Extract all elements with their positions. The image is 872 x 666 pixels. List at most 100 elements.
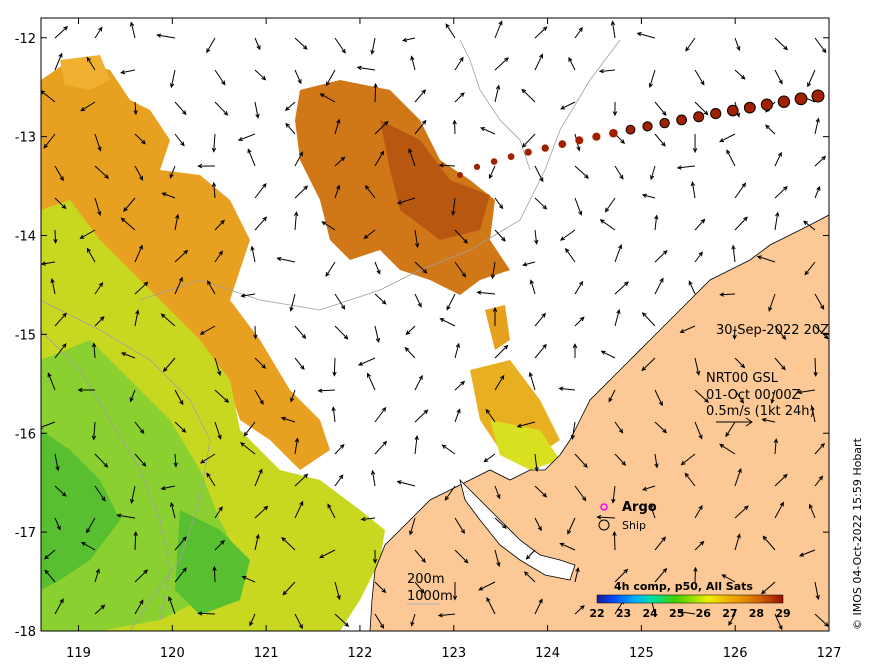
current-arrow [134,453,147,467]
current-arrow [534,517,542,532]
current-arrow [409,517,416,536]
credit-label: © IMOS 04-Oct-2022 15:59 Hobart [851,437,864,630]
colorbar-tick-label: 28 [749,607,764,620]
current-arrow [54,598,64,615]
current-arrow [494,517,507,529]
current-arrow [254,389,264,405]
current-arrow [334,581,341,601]
current-arrow [160,485,176,491]
current-arrow [692,133,698,154]
current-arrow [614,568,629,583]
current-arrow [574,280,584,295]
current-arrow [334,184,341,199]
current-arrow [760,581,776,595]
current-arrow [454,408,461,423]
current-arrow [294,69,302,85]
y-tick-label: -18 [15,625,36,640]
current-arrow [693,566,698,583]
current-arrow [654,536,666,551]
current-arrow [650,165,656,181]
y-tick-label: -16 [15,427,36,442]
current-arrow [814,325,829,340]
product-label: NRT00 GSL [706,371,779,386]
colorbar-tick-label: 27 [722,607,737,620]
current-arrow [445,23,456,39]
current-arrow [574,316,585,327]
current-arrow [91,421,97,441]
current-arrow [319,549,336,559]
current-arrow [374,613,385,629]
x-tick-label: 125 [629,646,654,661]
current-arrow [774,325,787,340]
current-arrow [451,197,456,216]
current-arrow [490,261,496,280]
current-arrow [334,156,346,167]
current-arrow [654,214,659,231]
current-arrow [534,53,543,71]
current-arrow [54,517,61,531]
current-arrow [648,69,656,89]
current-arrow [43,549,56,560]
ship-position-marker [727,104,739,117]
current-arrow [680,453,696,466]
current-arrow [408,147,416,167]
current-arrow [211,133,217,153]
current-arrow [325,261,336,278]
current-arrow [334,293,346,310]
current-arrow [574,453,588,469]
colorbar: 4h comp, p50, All Sats 22 23 24 25 26 27 28 29 [589,580,790,620]
current-arrow [94,453,109,468]
current-arrow [254,69,267,81]
colorbar-tick-label: 22 [589,607,604,620]
current-arrow [80,101,96,112]
current-arrow [247,148,256,167]
current-arrow [614,244,623,263]
current-arrow [174,101,187,116]
current-arrow [240,442,256,455]
current-arrow [374,120,389,135]
current-arrow [694,421,703,440]
current-arrow [454,261,467,278]
current-arrow [160,313,176,327]
current-arrow [294,185,309,199]
current-arrow [130,485,136,505]
current-arrow [214,219,225,231]
current-arrow [284,101,296,111]
current-arrow [254,37,261,51]
current-arrow [80,541,96,551]
current-arrow [94,485,106,502]
y-tick-label: -12 [15,32,36,47]
current-arrow [94,316,105,327]
current-arrow [494,197,504,210]
current-arrow [494,485,501,500]
current-arrow [282,581,296,596]
current-arrow [334,613,350,627]
current-arrow [86,247,96,263]
ship-track [457,89,825,178]
current-arrow [294,473,309,487]
current-arrow [685,37,696,52]
current-arrow [173,453,178,468]
current-arrow [494,549,501,568]
current-arrow [807,69,816,88]
current-arrow [54,485,67,497]
current-arrow [94,26,103,39]
current-arrow [452,581,458,601]
current-arrow [116,513,136,519]
current-arrow [161,192,176,199]
current-arrow [254,182,267,199]
ship-position-marker [609,128,618,138]
current-arrow [123,197,136,213]
ship-position-marker [625,124,636,135]
x-axis: 119 120 121 122 123 124 125 126 127 [66,18,841,661]
scale-label: 0.5m/s (1kt 24h) [706,404,815,419]
current-arrow [483,453,496,463]
current-arrow [719,133,736,143]
current-arrow [120,352,136,359]
current-arrow [214,101,229,116]
current-arrow [174,276,183,295]
current-arrow [79,229,96,239]
current-arrow [534,165,544,183]
current-arrow [446,293,456,311]
ship-position-marker [760,98,774,111]
